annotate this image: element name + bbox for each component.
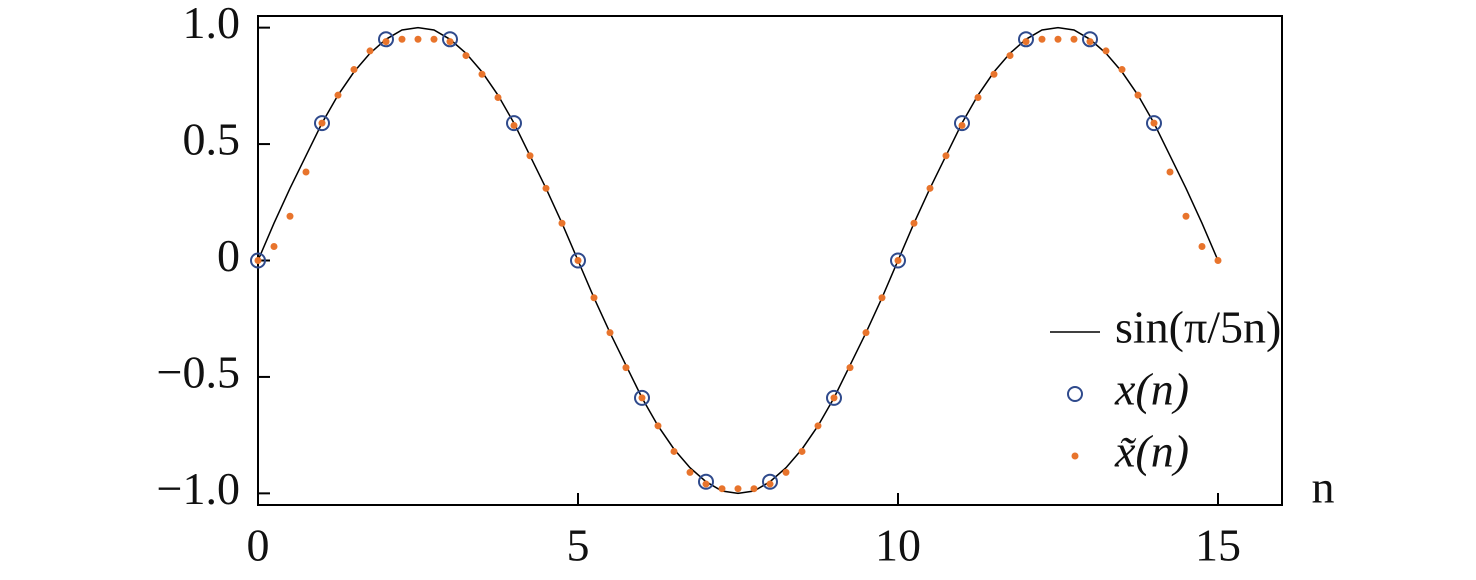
interp-dot [462, 52, 470, 60]
interp-dot [718, 485, 726, 493]
interp-dot [1166, 168, 1174, 176]
x-tick-label: 0 [247, 520, 270, 571]
x-axis-label: n [1312, 462, 1335, 513]
interp-dot [830, 394, 838, 402]
interp-dot [1006, 52, 1014, 60]
interp-dot [1038, 35, 1046, 43]
interp-dot [254, 257, 262, 264]
interp-dot [1054, 35, 1062, 43]
interp-dot [862, 329, 870, 337]
interp-dot [574, 257, 582, 264]
sample-marker [250, 252, 266, 269]
sample-marker [314, 115, 330, 132]
interp-dot [1118, 66, 1126, 74]
interp-dot [510, 121, 518, 129]
interp-dot [958, 121, 966, 129]
interp-dot [334, 91, 342, 99]
y-tick-label: −1.0 [157, 463, 240, 514]
interp-dot [942, 152, 950, 160]
interp-dot [974, 94, 982, 101]
sample-marker [442, 31, 458, 48]
y-tick-label: −0.5 [157, 346, 240, 397]
interp-dot [1134, 91, 1142, 99]
interp-dot [382, 38, 390, 46]
y-tick-label: 1.0 [183, 0, 241, 48]
interp-dot [606, 329, 614, 337]
legend-circle [1067, 386, 1083, 402]
x-tick-label: 5 [567, 520, 590, 571]
x-tick-label: 15 [1195, 520, 1241, 571]
interp-dot [1102, 47, 1110, 55]
interp-dot [318, 119, 326, 127]
interp-dot [286, 212, 294, 220]
sample-marker [570, 252, 586, 269]
interp-dot [526, 152, 534, 160]
interp-dot [542, 184, 550, 192]
interp-dot [302, 168, 310, 176]
interp-dot [894, 257, 902, 264]
sample-marker [1146, 115, 1162, 132]
interp-dot [446, 38, 454, 46]
interp-dot [1182, 212, 1190, 220]
interp-dot [558, 219, 566, 227]
sample-marker [634, 389, 650, 406]
interp-dot [702, 480, 710, 488]
interp-dot [990, 70, 998, 78]
interp-dot [638, 394, 646, 402]
sample-marker [1018, 31, 1034, 48]
sample-marker [762, 473, 778, 490]
interp-dot [846, 364, 854, 372]
interp-dot [654, 422, 662, 430]
legend-dot [1071, 452, 1079, 460]
sample-marker [378, 31, 394, 48]
interp-dot [1070, 35, 1078, 43]
interp-dot [478, 70, 486, 78]
sample-marker [954, 115, 970, 132]
interp-dot [782, 468, 790, 476]
interp-dot [590, 294, 598, 302]
legend-label: sin(π/5n) [1115, 302, 1281, 353]
interp-dot [270, 243, 278, 251]
interp-dot [414, 35, 422, 43]
sample-marker [826, 389, 842, 406]
interp-dot [622, 364, 630, 372]
interp-dot [494, 94, 502, 101]
sine-line [257, 26, 1219, 495]
interp-dot [798, 447, 806, 455]
interp-dot [1022, 38, 1030, 46]
sample-marker [890, 252, 906, 269]
interp-dot [926, 184, 934, 192]
interp-dot [686, 468, 694, 476]
interp-dot [1086, 38, 1094, 46]
interp-dot [670, 447, 678, 455]
interp-dot [350, 66, 358, 74]
sample-marker [506, 115, 522, 132]
legend-label: x(n) [1114, 364, 1189, 415]
sample-marker [1082, 31, 1098, 48]
y-tick-label: 0 [217, 230, 240, 281]
interp-dot [878, 294, 886, 302]
interp-dot [1198, 243, 1206, 251]
interp-dot [814, 422, 822, 430]
legend-label: x̃(n) [1114, 426, 1189, 477]
interp-dot [766, 480, 774, 488]
interp-dot [750, 485, 758, 493]
sample-marker [698, 473, 714, 490]
interp-dot [1214, 257, 1222, 264]
interp-dot [734, 485, 742, 493]
y-tick-label: 0.5 [183, 114, 241, 165]
interp-dot [430, 35, 438, 43]
interp-dot [910, 219, 918, 227]
interp-dot [366, 47, 374, 55]
interp-dot [1150, 119, 1158, 127]
interp-dot [398, 35, 406, 43]
x-tick-label: 10 [875, 520, 921, 571]
